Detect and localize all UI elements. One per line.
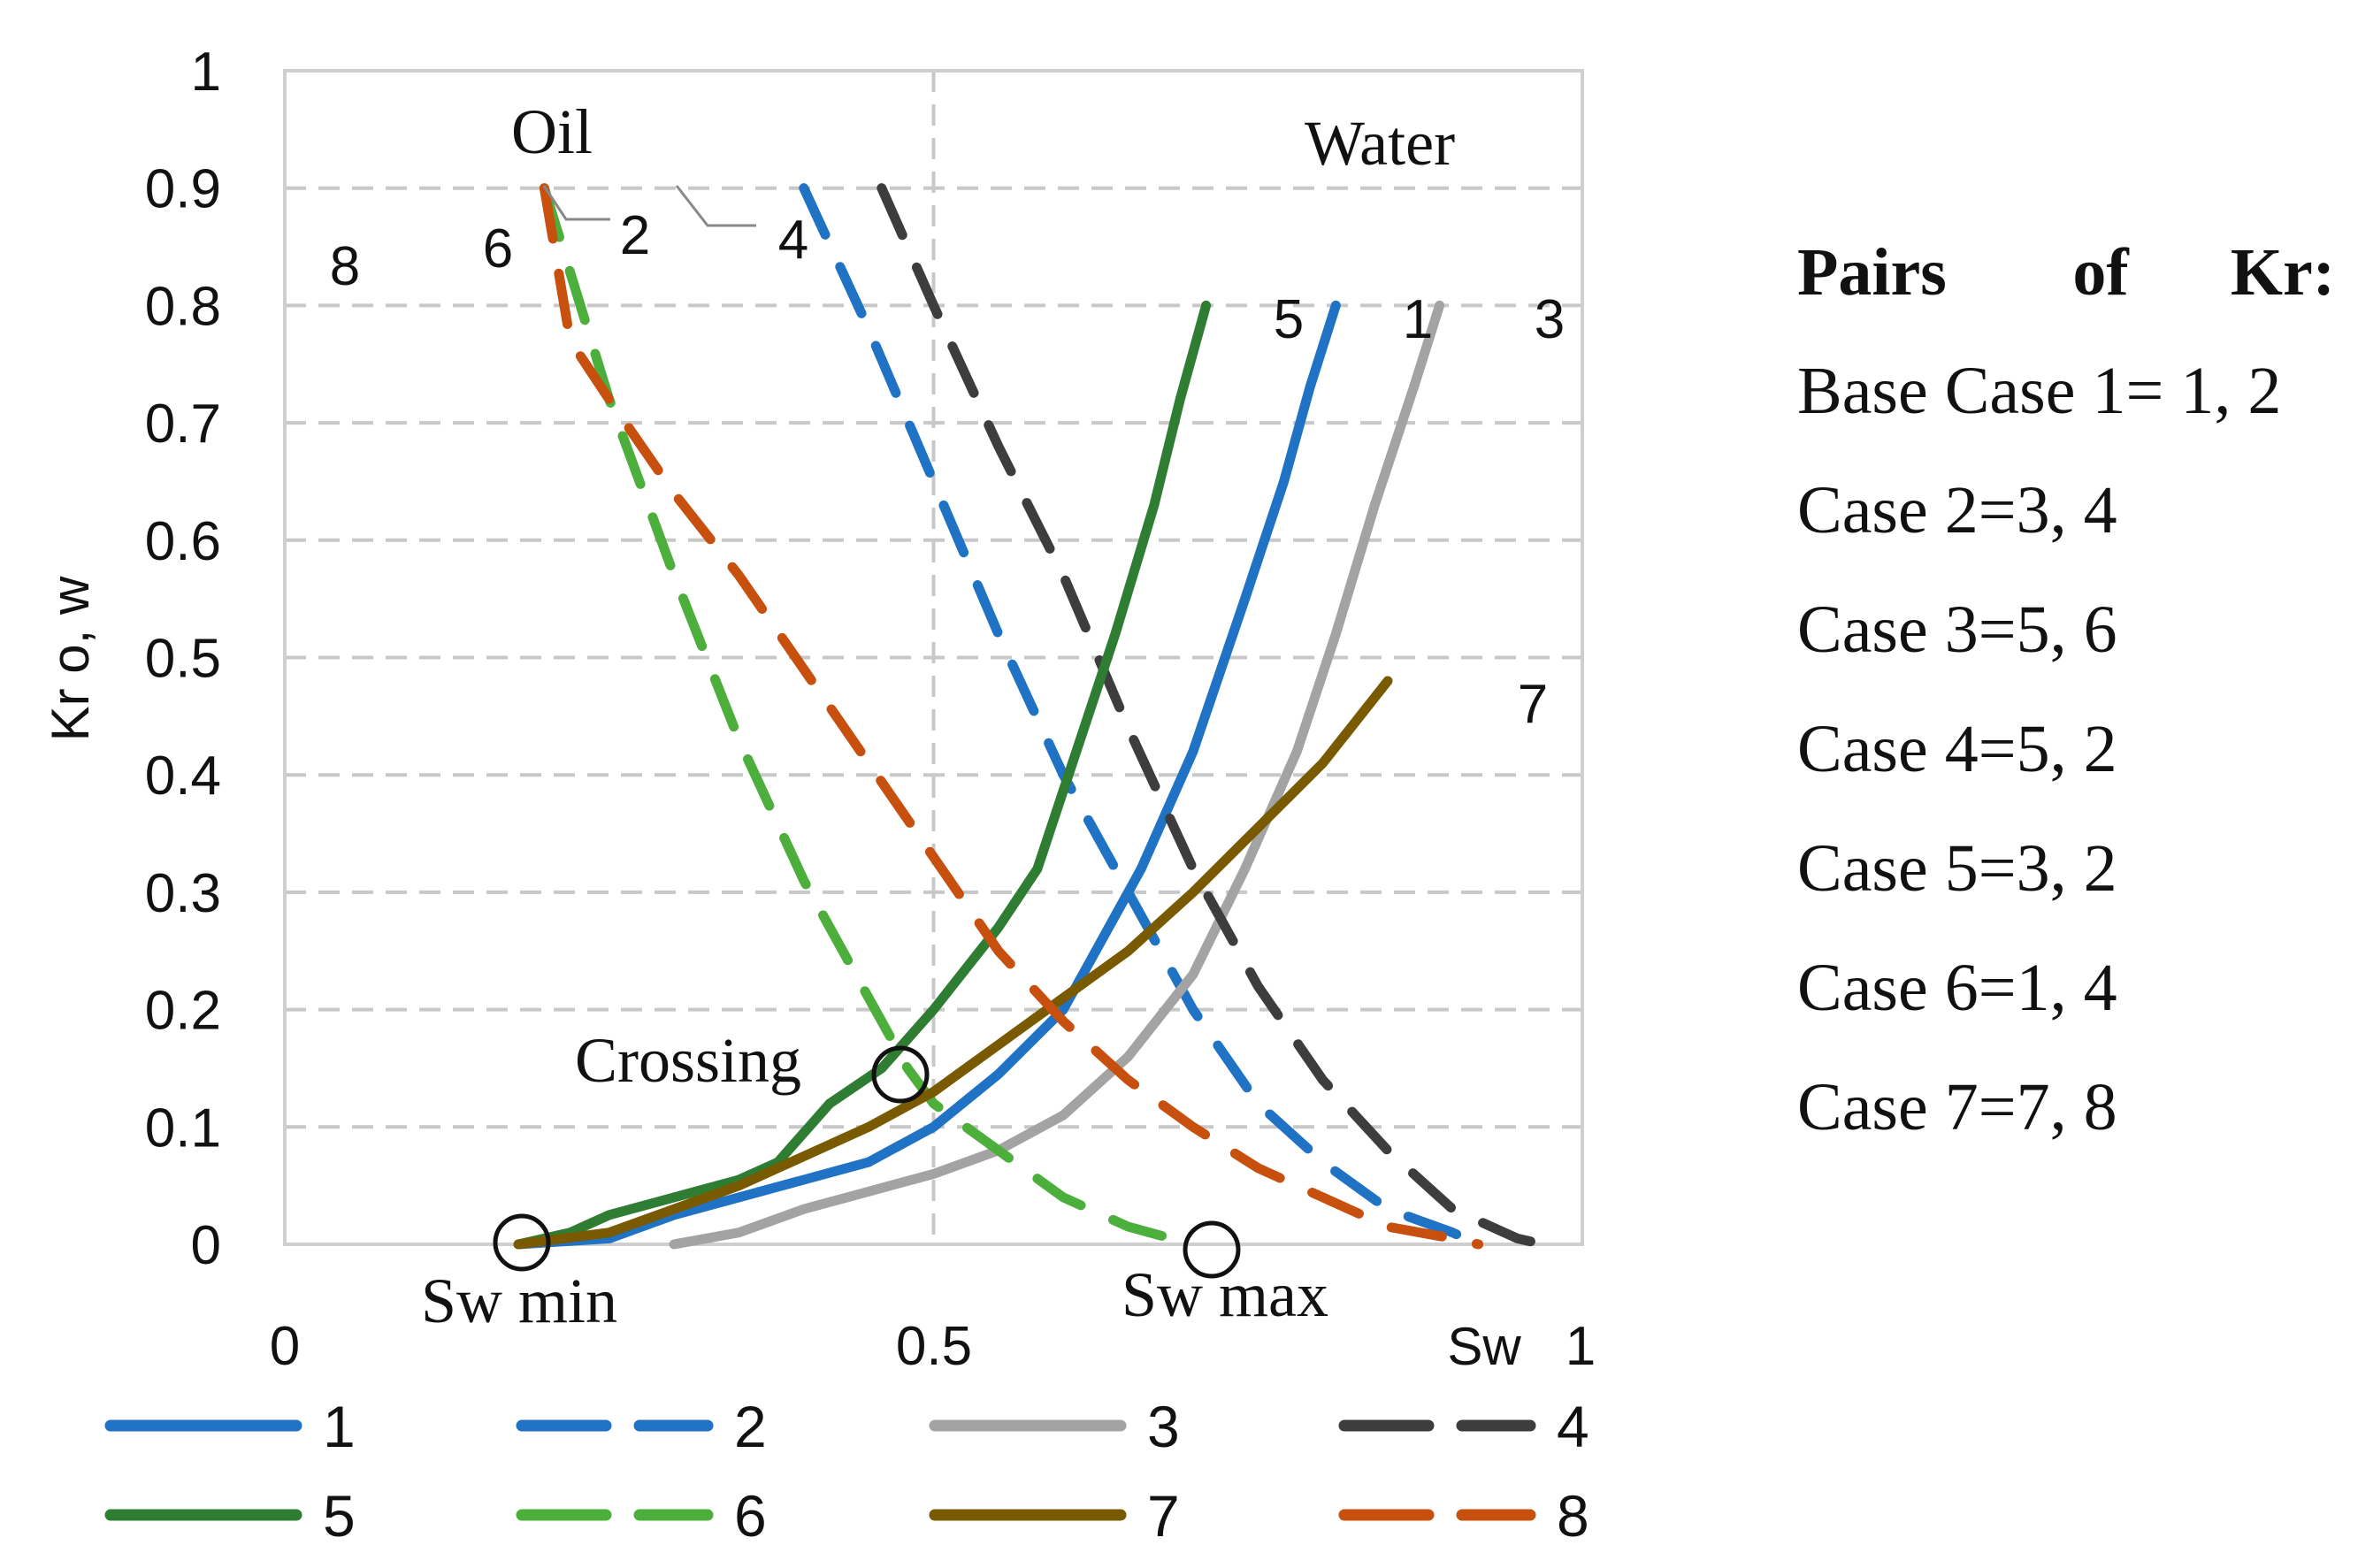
y-tick-label: 0.6	[145, 511, 221, 572]
series-line-2	[799, 183, 1484, 1250]
oil-label: Oil	[511, 96, 593, 167]
case-line: Case 5=3, 2	[1797, 831, 2117, 906]
sw-min-label: Sw min	[421, 1266, 617, 1336]
y-tick-label: 0.2	[145, 981, 221, 1042]
case-line: Base Case 1= 1, 2	[1797, 354, 2281, 428]
legend-label-1: 1	[323, 1394, 356, 1459]
curve-label-2: 2	[620, 205, 650, 266]
y-axis-ticks: 0 0.1 0.2 0.3 0.4 0.5 0.6 0.7 0.8 0.9 1	[145, 42, 221, 1276]
curve-labels: 8 6 2 4 5 1 3 7	[330, 185, 1565, 735]
side-heading-of: of	[2072, 235, 2130, 310]
leader-line-2	[542, 185, 610, 221]
series-line-8	[539, 183, 1484, 1250]
y-tick-label: 0.1	[145, 1098, 221, 1159]
crossing-circle	[871, 1045, 930, 1104]
y-tick-label: 0.4	[145, 746, 221, 807]
series-line-1	[513, 300, 1341, 1250]
curve-label-7: 7	[1518, 674, 1548, 735]
y-tick-label: 0.9	[145, 159, 221, 220]
y-tick-label: 0.3	[145, 863, 221, 924]
side-heading-kr: Kr:	[2231, 235, 2335, 310]
case-line: Case 2=3, 4	[1797, 473, 2117, 547]
x-tick-label: 0	[270, 1316, 300, 1377]
legend-label-6: 6	[734, 1483, 767, 1549]
x-axis-title: Sw	[1447, 1317, 1521, 1376]
legend: 1 2 3 4 5 6 7 8	[104, 1394, 1589, 1549]
series-lines	[513, 183, 1549, 1250]
legend-label-3: 3	[1147, 1394, 1180, 1459]
legend-label-4: 4	[1557, 1394, 1589, 1459]
sw-min-circle	[493, 1213, 551, 1272]
series-line-4	[877, 183, 1549, 1250]
y-tick-label: 1	[191, 42, 221, 103]
curve-label-3: 3	[1535, 289, 1565, 350]
side-heading-pairs: Pairs	[1797, 235, 1947, 310]
annotation-circles	[493, 1045, 1241, 1279]
case-line: Case 6=1, 4	[1797, 951, 2117, 1025]
gridlines	[285, 71, 1582, 1244]
x-tick-label: 1	[1566, 1316, 1596, 1377]
y-tick-label: 0	[191, 1215, 221, 1276]
series-line-7	[513, 676, 1393, 1250]
curve-label-8: 8	[330, 236, 360, 297]
legend-label-2: 2	[734, 1394, 767, 1459]
curve-label-4: 4	[778, 210, 808, 271]
series-line-3	[669, 300, 1445, 1250]
case-line: Case 7=7, 8	[1797, 1070, 2117, 1144]
case-pairs-panel: Pairs of Kr: Base Case 1= 1, 2 Case 2=3,…	[1797, 235, 2335, 1144]
water-label: Water	[1305, 108, 1455, 179]
sw-max-circle	[1183, 1220, 1241, 1279]
y-tick-label: 0.8	[145, 276, 221, 337]
leader-line-4	[675, 185, 756, 227]
case-line: Case 4=5, 2	[1797, 712, 2117, 786]
plot-area-frame	[283, 69, 1584, 1246]
legend-label-5: 5	[323, 1483, 356, 1549]
y-tick-label: 0.5	[145, 629, 221, 690]
sw-max-label: Sw max	[1122, 1259, 1328, 1330]
curve-label-1: 1	[1403, 289, 1433, 350]
curve-label-6: 6	[483, 218, 513, 279]
legend-label-7: 7	[1147, 1483, 1180, 1549]
crossing-label: Crossing	[575, 1025, 801, 1096]
series-line-6	[539, 183, 1198, 1250]
x-axis-ticks: 0 0.5 1	[270, 1316, 1596, 1377]
curve-label-5: 5	[1274, 289, 1304, 350]
x-tick-label: 0.5	[896, 1316, 972, 1377]
series-line-5	[513, 300, 1212, 1250]
y-tick-label: 0.7	[145, 394, 221, 455]
case-line: Case 3=5, 6	[1797, 593, 2117, 667]
legend-label-8: 8	[1557, 1483, 1589, 1549]
y-axis-title: Kr o, w	[41, 576, 100, 741]
